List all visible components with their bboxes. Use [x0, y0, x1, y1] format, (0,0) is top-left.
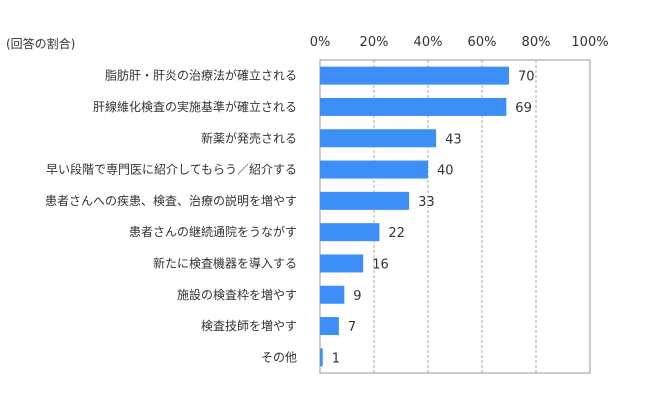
value-label: 22 — [388, 226, 405, 241]
x-tick-label: 40% — [414, 35, 443, 50]
bar — [320, 160, 428, 179]
x-tick-label: 0% — [310, 35, 331, 50]
x-tick-label: 60% — [468, 35, 497, 50]
value-label: 69 — [515, 101, 532, 116]
unit-note: (回答の割合) — [6, 37, 76, 51]
x-tick-label: 80% — [522, 35, 551, 50]
category-label: 患者さんへの疾患、検査、治療の説明を増やす — [45, 193, 297, 208]
x-tick-label: 20% — [360, 35, 389, 50]
category-label: 検査技師を増やす — [201, 319, 297, 333]
category-label: 肝線維化検査の実施基準が確立される — [93, 99, 297, 114]
bar — [320, 129, 437, 148]
category-label: 脂肪肝・肝炎の治療法が確立される — [105, 68, 297, 83]
bar — [320, 348, 323, 367]
bar — [320, 317, 339, 336]
bar — [320, 223, 380, 242]
bar — [320, 254, 364, 273]
value-label: 43 — [445, 132, 462, 147]
value-label: 7 — [348, 320, 356, 335]
value-labels: 70 69 43 40 33 22 16 9 7 1 — [332, 70, 535, 367]
bar — [320, 191, 410, 210]
category-labels: 脂肪肝・肝炎の治療法が確立される肝線維化検査の実施基準が確立される新薬が発売され… — [45, 68, 297, 365]
x-tick-labels: 0% 20% 40% 60% 80% 100% — [310, 35, 609, 50]
value-label: 70 — [518, 70, 535, 85]
x-tick-label: 100% — [571, 35, 608, 50]
bars — [320, 66, 509, 367]
value-label: 9 — [353, 289, 361, 304]
category-label: 新たに検査機器を導入する — [153, 255, 297, 270]
category-label: 施設の検査枠を増やす — [177, 287, 297, 302]
value-label: 40 — [437, 164, 454, 179]
bar — [320, 285, 345, 304]
category-label: その他 — [261, 350, 297, 364]
grid-lines — [319, 59, 591, 374]
bar — [320, 97, 507, 116]
plot-frame — [319, 59, 591, 374]
category-label: 新薬が発売される — [201, 130, 297, 145]
bar — [320, 66, 509, 85]
value-label: 33 — [418, 195, 435, 210]
category-label: 早い段階で専門医に紹介してもらう／紹介する — [46, 162, 297, 177]
value-label: 1 — [332, 351, 340, 366]
value-label: 16 — [372, 257, 389, 272]
category-label: 患者さんの継続通院をうながす — [129, 224, 297, 239]
